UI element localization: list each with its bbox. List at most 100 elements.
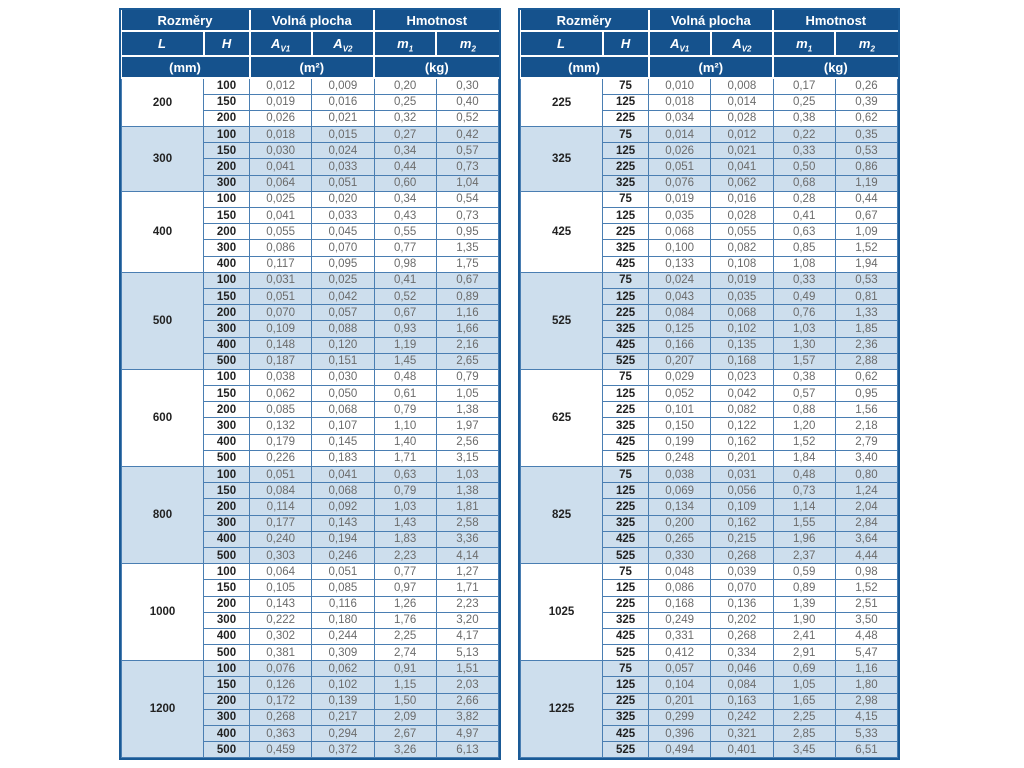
value-cell: 0,97 bbox=[373, 579, 437, 597]
value-cell: 0,363 bbox=[249, 724, 313, 743]
table-row: 500 0,226 0,183 1,71 3,15 bbox=[122, 449, 500, 468]
table-row: 150 0,062 0,050 0,61 1,05 bbox=[122, 385, 500, 403]
l-cell: 225 bbox=[520, 77, 604, 128]
value-cell: 1,51 bbox=[435, 660, 500, 678]
value-cell: 2,66 bbox=[435, 692, 500, 710]
table-row: 150 0,030 0,024 0,34 0,57 bbox=[122, 142, 500, 160]
table-row: 125 0,069 0,056 0,73 1,24 bbox=[521, 482, 899, 500]
col-subscript: V2 bbox=[741, 44, 752, 54]
value-cell: 0,042 bbox=[311, 287, 375, 306]
col-letter: m bbox=[858, 36, 871, 51]
value-cell: 0,163 bbox=[710, 692, 774, 710]
value-cell: 0,183 bbox=[311, 449, 375, 468]
value-cell: 3,15 bbox=[435, 449, 500, 468]
h-cell: 75 bbox=[602, 465, 650, 484]
h-cell: 100 bbox=[202, 368, 251, 387]
table-row: 325 75 0,014 0,012 0,22 0,35 bbox=[520, 126, 899, 192]
value-cell: 0,070 bbox=[311, 239, 375, 257]
table-row: 600 100 0,038 0,030 0,48 0,79 bbox=[121, 368, 500, 468]
value-cell: 0,050 bbox=[311, 385, 375, 403]
h-cell: 75 bbox=[602, 77, 650, 95]
value-cell: 2,84 bbox=[834, 514, 899, 532]
value-cell: 1,57 bbox=[772, 352, 836, 370]
value-cell: 0,33 bbox=[772, 271, 836, 289]
value-cell: 0,070 bbox=[710, 579, 774, 597]
value-cell: 0,52 bbox=[435, 109, 500, 128]
value-cell: 0,32 bbox=[373, 109, 437, 128]
value-cell: 0,95 bbox=[834, 385, 899, 403]
value-cell: 0,268 bbox=[249, 708, 313, 727]
value-cell: 0,44 bbox=[834, 190, 899, 209]
table-row: 1225 75 0,057 0,046 0,69 1,16 bbox=[520, 660, 899, 759]
value-cell: 0,016 bbox=[710, 190, 774, 209]
value-cell: 0,73 bbox=[435, 158, 500, 176]
value-cell: 0,041 bbox=[311, 465, 375, 484]
value-cell: 0,019 bbox=[710, 271, 774, 289]
value-cell: 1,38 bbox=[435, 401, 500, 419]
l-cell: 625 bbox=[520, 368, 604, 468]
value-cell: 0,50 bbox=[772, 158, 836, 176]
value-cell: 0,012 bbox=[710, 126, 774, 144]
value-cell: 0,069 bbox=[648, 482, 712, 500]
h-cell: 150 bbox=[202, 676, 251, 694]
value-cell: 2,98 bbox=[834, 692, 899, 710]
value-cell: 0,030 bbox=[249, 142, 313, 160]
value-cell: 0,009 bbox=[311, 77, 375, 95]
value-cell: 0,064 bbox=[249, 174, 313, 192]
value-cell: 1,43 bbox=[373, 514, 437, 532]
value-cell: 0,249 bbox=[648, 611, 712, 629]
h-cell: 75 bbox=[602, 563, 650, 581]
table-row: 500 100 0,031 0,025 0,41 0,67 bbox=[121, 271, 500, 370]
value-cell: 0,85 bbox=[772, 239, 836, 257]
value-cell: 0,25 bbox=[772, 93, 836, 111]
col-header-Av2: AV2 bbox=[709, 30, 775, 57]
value-cell: 2,65 bbox=[435, 352, 500, 370]
table-row: 425 0,133 0,108 1,08 1,94 bbox=[521, 255, 899, 273]
value-cell: 0,105 bbox=[249, 579, 313, 597]
value-cell: 0,53 bbox=[834, 271, 899, 289]
value-cell: 0,20 bbox=[373, 77, 437, 95]
value-cell: 1,04 bbox=[435, 174, 500, 192]
value-cell: 5,13 bbox=[435, 644, 500, 662]
value-cell: 0,89 bbox=[772, 579, 836, 597]
value-cell: 0,309 bbox=[311, 644, 375, 662]
value-cell: 2,09 bbox=[373, 708, 437, 727]
h-cell: 525 bbox=[602, 449, 650, 468]
value-cell: 1,84 bbox=[772, 449, 836, 468]
value-cell: 0,010 bbox=[648, 77, 712, 95]
value-cell: 0,34 bbox=[373, 142, 437, 160]
value-cell: 1,30 bbox=[772, 336, 836, 354]
col-header-L: L bbox=[520, 30, 604, 57]
value-cell: 0,372 bbox=[311, 741, 375, 759]
h-cell: 150 bbox=[202, 93, 251, 111]
value-cell: 0,018 bbox=[648, 93, 712, 111]
table-row: 225 0,134 0,109 1,14 2,04 bbox=[521, 498, 899, 516]
value-cell: 1,85 bbox=[834, 320, 899, 338]
table-row: 150 0,105 0,085 0,97 1,71 bbox=[122, 579, 500, 597]
header-group-free-area: Volná plocha bbox=[248, 10, 376, 32]
col-subscript: 1 bbox=[408, 44, 414, 54]
value-cell: 2,25 bbox=[772, 708, 836, 727]
value-cell: 0,101 bbox=[648, 401, 712, 419]
value-cell: 0,056 bbox=[710, 482, 774, 500]
value-cell: 0,242 bbox=[710, 708, 774, 727]
value-cell: 0,226 bbox=[249, 449, 313, 468]
value-cell: 1,71 bbox=[373, 449, 437, 468]
unit-header-kg: (kg) bbox=[772, 55, 898, 79]
value-cell: 0,57 bbox=[772, 385, 836, 403]
table-row: 200 0,114 0,092 1,03 1,81 bbox=[122, 498, 500, 516]
table-row: 225 0,201 0,163 1,65 2,98 bbox=[521, 692, 899, 710]
value-cell: 0,082 bbox=[710, 401, 774, 419]
value-cell: 0,084 bbox=[249, 482, 313, 500]
value-cell: 0,108 bbox=[710, 255, 774, 273]
value-cell: 0,38 bbox=[772, 109, 836, 128]
table-row: 325 0,100 0,082 0,85 1,52 bbox=[521, 239, 899, 257]
value-cell: 0,028 bbox=[710, 109, 774, 128]
value-cell: 2,51 bbox=[834, 595, 899, 613]
h-cell: 125 bbox=[602, 93, 650, 111]
value-cell: 2,58 bbox=[435, 514, 500, 532]
value-cell: 0,055 bbox=[249, 223, 313, 241]
table-row: 225 0,168 0,136 1,39 2,51 bbox=[521, 595, 899, 613]
table-row: 400 0,179 0,145 1,40 2,56 bbox=[122, 433, 500, 451]
header-group-weight: Hmotnost bbox=[373, 10, 499, 32]
